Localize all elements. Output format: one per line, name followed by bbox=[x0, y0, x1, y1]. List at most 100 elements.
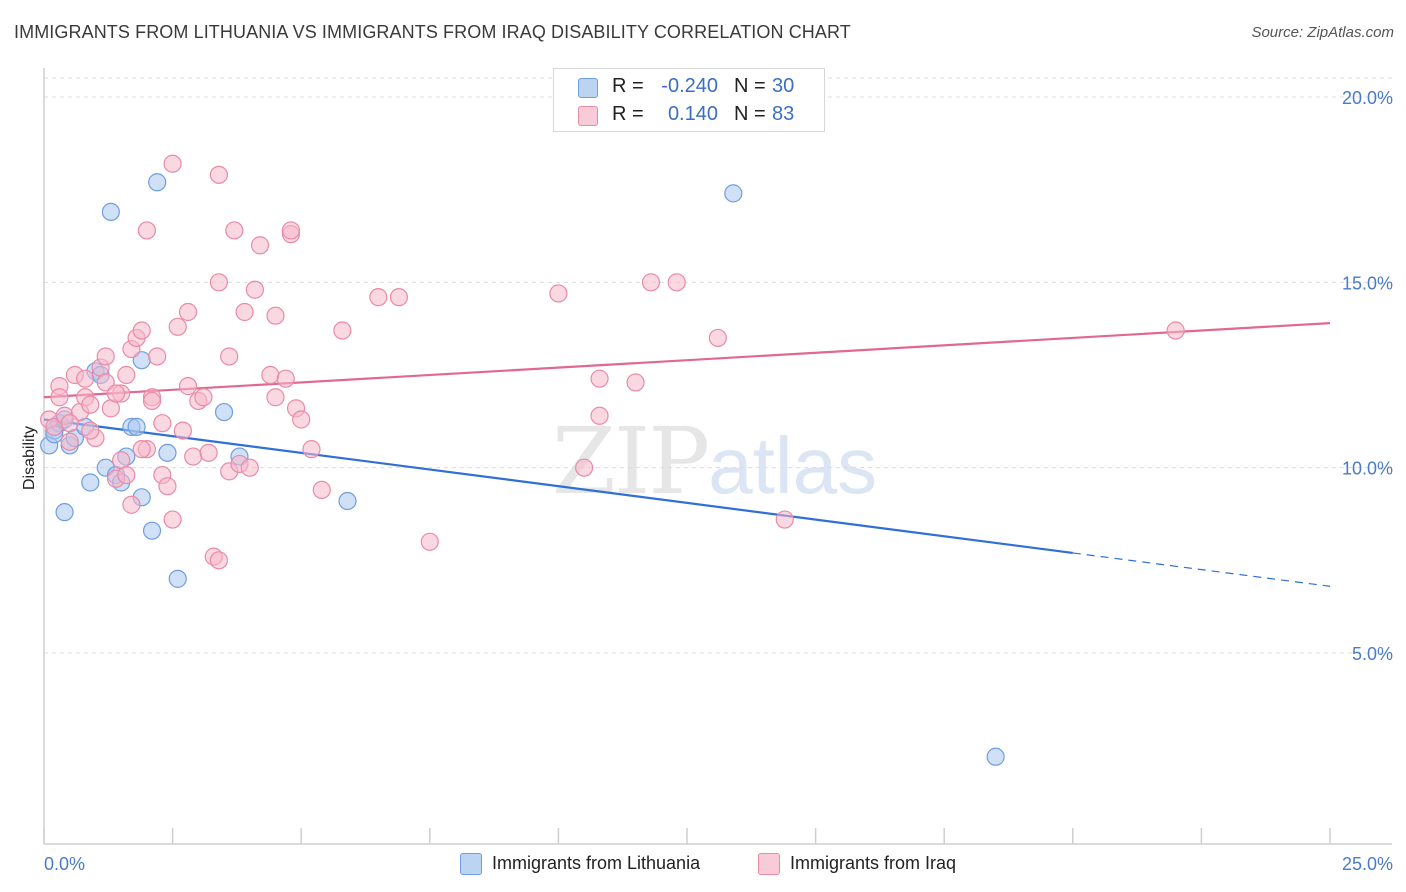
point-iraq bbox=[117, 465, 136, 485]
point-lithuania bbox=[81, 473, 100, 492]
point-iraq bbox=[117, 365, 136, 385]
point-iraq bbox=[132, 321, 151, 340]
point-iraq bbox=[96, 373, 115, 392]
legend-r-label: R = bbox=[612, 75, 644, 97]
point-iraq bbox=[76, 369, 95, 388]
point-lithuania bbox=[168, 569, 187, 588]
legend-r-value: 0.140 bbox=[667, 103, 718, 125]
point-iraq bbox=[137, 221, 156, 240]
point-iraq bbox=[220, 347, 239, 366]
point-iraq bbox=[312, 480, 331, 500]
y-axis-label: Disability bbox=[21, 426, 38, 490]
point-iraq bbox=[281, 221, 301, 240]
point-iraq bbox=[209, 551, 228, 570]
axis-labels: 5.0% 10.0% 15.0% 20.0% 0.0% 25.0% Disability bbox=[21, 88, 1393, 874]
point-lithuania bbox=[55, 503, 74, 522]
grid bbox=[44, 77, 1392, 654]
point-lithuania bbox=[214, 402, 234, 422]
point-lithuania bbox=[127, 417, 146, 436]
point-iraq bbox=[209, 273, 228, 292]
point-iraq bbox=[775, 510, 794, 529]
point-iraq bbox=[194, 388, 213, 407]
series-swatch-lithuania bbox=[460, 853, 482, 875]
point-iraq bbox=[708, 328, 727, 348]
legend-r-value: -0.240 bbox=[661, 75, 718, 97]
point-iraq bbox=[276, 369, 295, 388]
point-lithuania bbox=[724, 184, 743, 203]
point-iraq bbox=[173, 421, 192, 440]
point-iraq bbox=[420, 532, 439, 551]
point-iraq bbox=[60, 432, 79, 451]
point-iraq bbox=[641, 273, 661, 292]
point-lithuania bbox=[158, 443, 177, 462]
point-iraq bbox=[81, 421, 100, 440]
legend-n-value: 83 bbox=[772, 103, 795, 125]
trend-line-iraq bbox=[43, 322, 1331, 399]
legend-swatch-iraq bbox=[578, 106, 598, 126]
point-lithuania bbox=[148, 173, 167, 192]
point-iraq bbox=[302, 440, 321, 459]
point-iraq bbox=[626, 373, 645, 392]
legend-swatch-lithuania bbox=[578, 78, 598, 98]
y-tick-label: 20.0% bbox=[1342, 88, 1393, 108]
legend-row-iraq: R = 0.140 N = 83 bbox=[554, 101, 824, 129]
point-iraq bbox=[261, 365, 280, 385]
point-iraq bbox=[163, 510, 182, 529]
axes bbox=[43, 68, 1392, 845]
point-iraq bbox=[199, 443, 218, 462]
point-iraq bbox=[209, 165, 228, 184]
point-iraq bbox=[549, 284, 568, 303]
point-iraq bbox=[96, 347, 115, 366]
legend-n-label: N = bbox=[734, 75, 766, 97]
point-iraq bbox=[132, 440, 151, 459]
point-iraq bbox=[178, 302, 198, 322]
series-swatch-iraq bbox=[758, 853, 780, 875]
point-iraq bbox=[148, 347, 167, 366]
data-points bbox=[40, 154, 1185, 766]
legend-r-label: R = bbox=[612, 103, 644, 125]
point-iraq bbox=[266, 388, 285, 407]
series-label-iraq: Immigrants from Iraq bbox=[790, 853, 957, 873]
legend-row-lithuania: R = -0.240 N = 30 bbox=[554, 73, 824, 101]
trend-line-lithuania-extension bbox=[1072, 552, 1331, 587]
point-iraq bbox=[81, 395, 100, 414]
point-iraq bbox=[178, 377, 198, 396]
watermark-atlas: atlas bbox=[708, 421, 878, 510]
point-iraq bbox=[333, 321, 352, 340]
correlation-legend: R = -0.240 N = 30 R = 0.140 N = 83 bbox=[553, 68, 825, 132]
point-iraq bbox=[266, 306, 285, 325]
series-label-lithuania: Immigrants from Lithuania bbox=[492, 853, 701, 873]
x-tick-label: 25.0% bbox=[1342, 854, 1393, 874]
point-iraq bbox=[235, 302, 254, 322]
point-iraq bbox=[292, 410, 311, 429]
point-iraq bbox=[163, 154, 182, 173]
point-lithuania bbox=[142, 521, 162, 540]
y-tick-label: 5.0% bbox=[1352, 644, 1393, 664]
point-iraq bbox=[369, 288, 388, 307]
point-iraq bbox=[245, 280, 265, 299]
point-iraq bbox=[153, 414, 172, 433]
point-lithuania bbox=[338, 491, 357, 511]
point-iraq bbox=[50, 388, 69, 407]
trend-lines bbox=[43, 322, 1331, 587]
point-iraq bbox=[158, 477, 177, 496]
point-iraq bbox=[60, 414, 79, 433]
point-iraq bbox=[590, 369, 609, 388]
trend-line-lithuania bbox=[43, 418, 1073, 555]
point-iraq bbox=[225, 221, 244, 240]
point-iraq bbox=[184, 447, 203, 466]
source-credit: Source: ZipAtlas.com bbox=[1251, 24, 1394, 41]
point-lithuania bbox=[101, 202, 120, 222]
point-iraq bbox=[575, 458, 594, 477]
y-tick-label: 10.0% bbox=[1342, 459, 1393, 479]
legend-n-label: N = bbox=[734, 103, 766, 125]
point-iraq bbox=[240, 458, 259, 477]
point-iraq bbox=[106, 384, 126, 403]
y-tick-label: 15.0% bbox=[1342, 273, 1393, 293]
point-iraq bbox=[389, 288, 409, 307]
x-tick-label: 0.0% bbox=[44, 854, 85, 874]
point-iraq bbox=[168, 317, 187, 336]
chart-title: IMMIGRANTS FROM LITHUANIA VS IMMIGRANTS … bbox=[14, 22, 851, 42]
point-iraq bbox=[250, 236, 270, 255]
